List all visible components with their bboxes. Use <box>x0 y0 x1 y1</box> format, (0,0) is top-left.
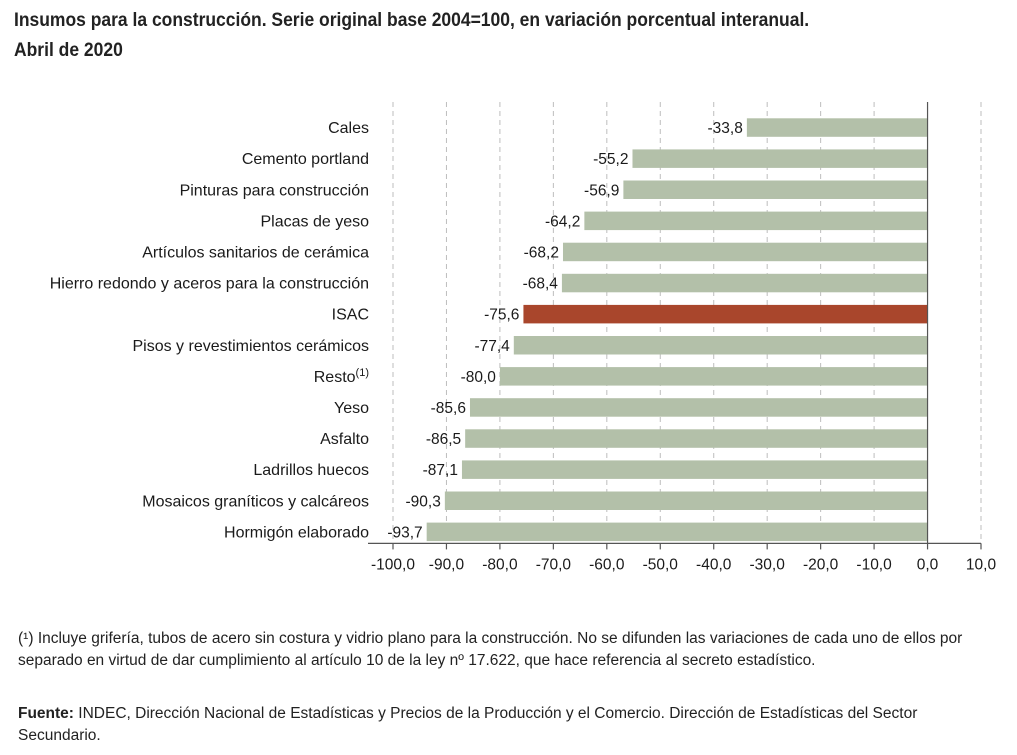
bar <box>499 367 928 386</box>
bar-value-label: -55,2 <box>593 151 628 168</box>
category-label: Mosaicos graníticos y calcáreos <box>142 493 369 510</box>
bar <box>426 522 928 542</box>
bar-value-label: -68,2 <box>524 244 559 261</box>
bar <box>584 211 928 231</box>
bar <box>523 304 928 324</box>
bar <box>561 273 928 293</box>
chart-title-line-1: Insumos para la construcción. Serie orig… <box>14 10 810 31</box>
x-tick-label: -40,0 <box>696 556 732 573</box>
x-tick-label: -100,0 <box>371 556 415 573</box>
x-tick-label: 10,0 <box>966 556 997 573</box>
bar <box>562 242 928 262</box>
bar <box>444 491 928 510</box>
footnote-mark: (¹) <box>18 630 34 647</box>
bar-value-label: -75,6 <box>484 307 519 324</box>
x-tick-label: -90,0 <box>429 556 465 573</box>
bar-value-label: -77,4 <box>474 338 510 355</box>
bar-value-label: -68,4 <box>523 276 559 293</box>
bar-value-label: -80,0 <box>461 369 497 386</box>
chart-title-line-2: Abril de 2020 <box>14 40 123 61</box>
category-label: Placas de yeso <box>260 213 369 230</box>
chart-title: Insumos para la construcción. Serie orig… <box>14 6 1004 66</box>
x-tick-label: -50,0 <box>643 556 679 573</box>
bar <box>465 429 928 448</box>
category-label: Yeso <box>334 400 369 417</box>
category-label: Artículos sanitarios de cerámica <box>142 244 369 261</box>
bar <box>746 118 928 137</box>
category-superscript: (1) <box>356 367 369 379</box>
x-tick-label: -70,0 <box>536 556 572 573</box>
source-note: Fuente: INDEC, Dirección Nacional de Est… <box>18 703 1003 747</box>
bar-value-label: -90,3 <box>406 493 441 510</box>
bar-value-label: -33,8 <box>708 120 743 137</box>
footnote-text: Incluye grifería, tubos de acero sin cos… <box>18 630 963 669</box>
x-tick-label: -30,0 <box>750 556 786 573</box>
bar <box>461 460 928 479</box>
category-label: Pisos y revestimientos cerámicos <box>132 338 369 355</box>
bar-value-label: -87,1 <box>423 462 458 479</box>
category-label: Cemento portland <box>242 151 369 168</box>
category-label: Cales <box>328 120 369 137</box>
bar-value-label: -64,2 <box>545 213 580 230</box>
category-label: Hormigón elaborado <box>224 524 369 541</box>
bar-value-label: -86,5 <box>426 431 461 448</box>
bar-value-label: -85,6 <box>431 400 466 417</box>
source-text: INDEC, Dirección Nacional de Estadística… <box>18 705 918 744</box>
category-label: Ladrillos huecos <box>253 462 369 479</box>
category-label: Pinturas para construcción <box>180 182 369 199</box>
bar <box>469 398 928 417</box>
category-label: Hierro redondo y aceros para la construc… <box>50 276 369 293</box>
x-tick-label: -80,0 <box>482 556 518 573</box>
category-label: ISAC <box>332 307 369 324</box>
x-tick-label: -60,0 <box>589 556 625 573</box>
bar-value-label: -56,9 <box>584 182 619 199</box>
category-label: Resto(1) <box>314 367 369 386</box>
bar-chart: -33,8 Cales -55,2 Cemento portland -56,9 Pint… <box>50 102 997 573</box>
bar <box>632 149 928 168</box>
category-label: Asfalto <box>320 431 369 448</box>
x-tick-label: 0,0 <box>917 556 939 573</box>
bar-value-label: -93,7 <box>387 524 422 541</box>
bar <box>623 180 928 199</box>
bar <box>513 336 928 355</box>
footnote: (¹) Incluye grifería, tubos de acero sin… <box>18 628 1003 672</box>
source-label: Fuente: <box>18 705 74 722</box>
x-tick-label: -20,0 <box>803 556 839 573</box>
x-tick-label: -10,0 <box>856 556 892 573</box>
